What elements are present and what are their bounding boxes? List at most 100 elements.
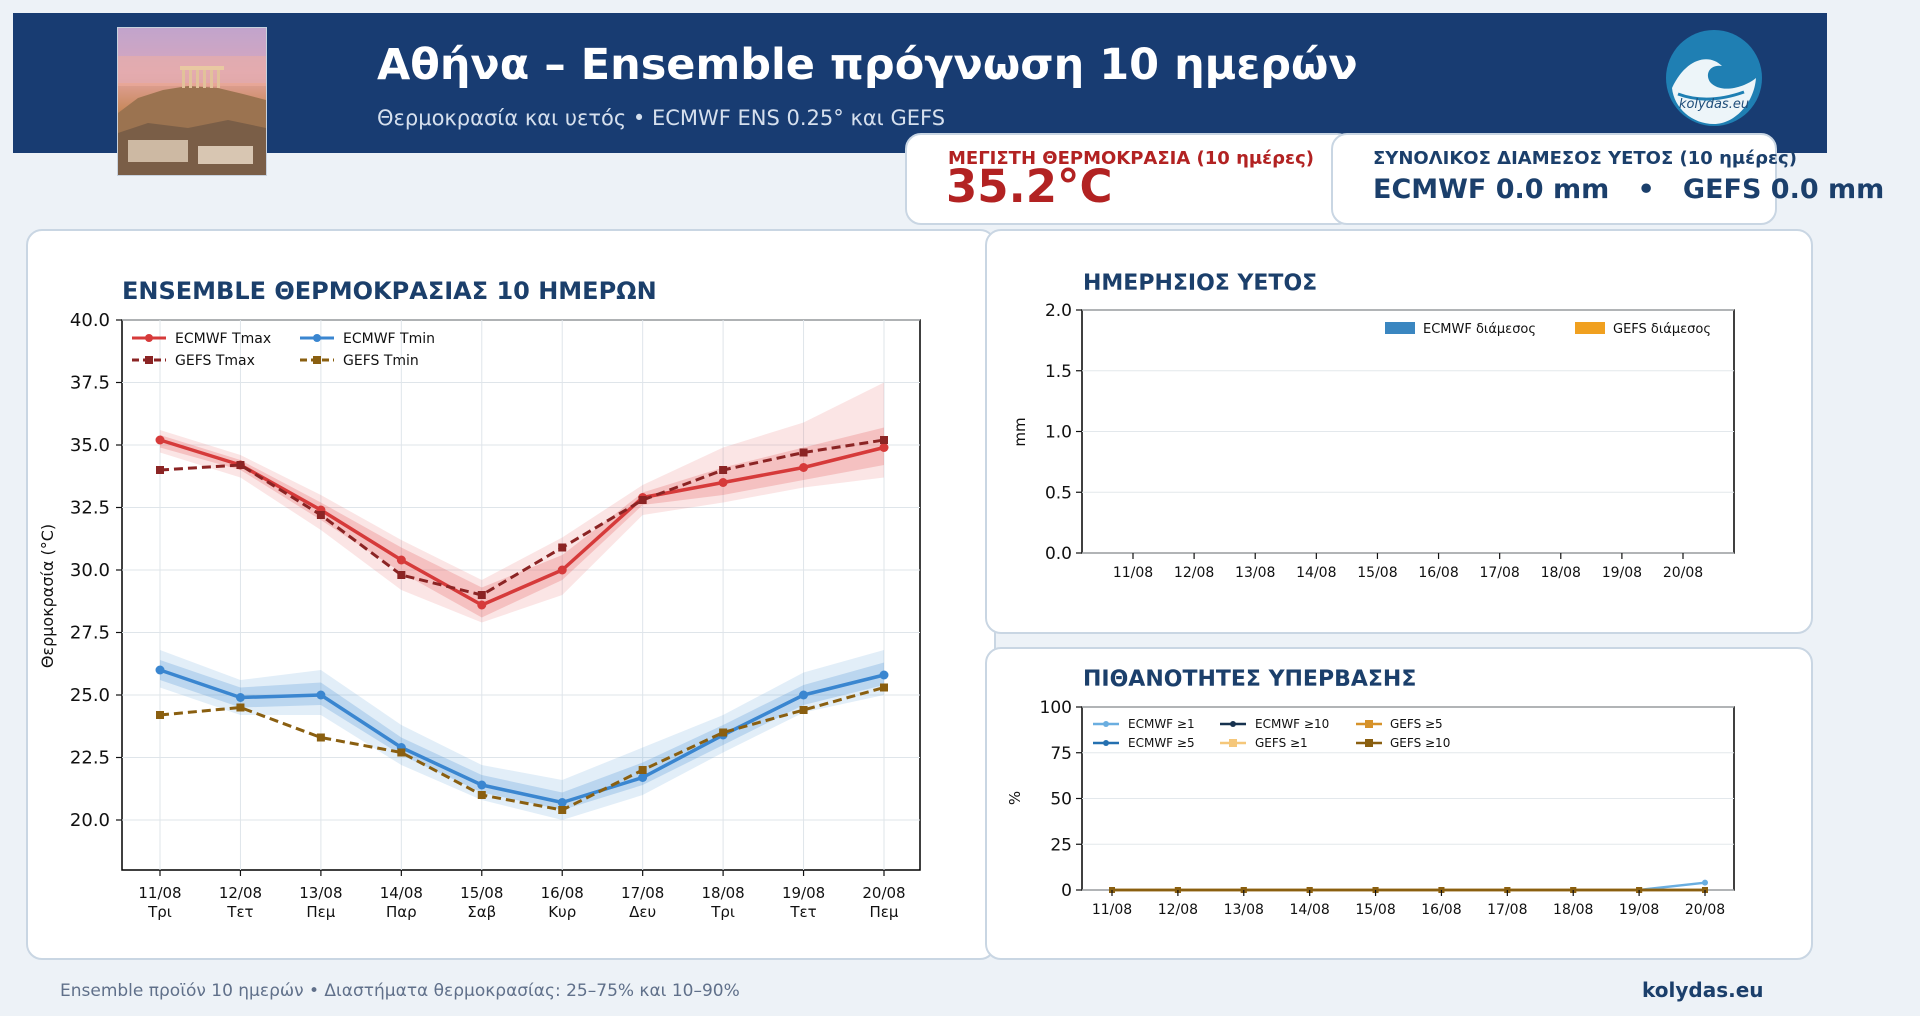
temperature-chart: 40.0 37.5 35.0 32.5 30.0 27.5 25.0 22.5 20.0 11/0…	[38, 310, 921, 921]
ecmwf-tmax-point	[718, 478, 728, 487]
probability-x-tick-label: 17/08	[1487, 902, 1527, 918]
probability-x-tick-label: 16/08	[1421, 902, 1461, 918]
rain-axes: 2.0 1.5 1.0 0.5 0.0 11/08 12/08 13/08 14/08 15/08…	[1045, 301, 1703, 581]
temperature-x-day-label: Τρι	[710, 903, 735, 921]
temperature-x-tick-label: 20/08	[862, 884, 905, 902]
rain-y-tick-label: 1.5	[1045, 362, 1072, 382]
gefs-tmin-point	[558, 806, 567, 814]
rain-x-tick-label: 16/08	[1418, 565, 1458, 581]
rain-grid	[1082, 309, 1734, 554]
ecmwf-tmin-line	[159, 668, 885, 805]
temperature-y-tick-label: 25.0	[70, 685, 110, 706]
page-subtitle: Θερμοκρασία και υετός • ECMWF ENS 0.25° …	[377, 106, 946, 130]
precip-total-card	[1331, 133, 1777, 225]
temperature-x-day-label: Δευ	[629, 903, 656, 921]
probability-x-tick-label: 13/08	[1224, 902, 1264, 918]
gefs-tmax-point	[638, 496, 647, 504]
temperature-x-tick-label: 19/08	[782, 884, 825, 902]
probability-y-tick-label: 25	[1050, 835, 1072, 855]
legend-gefs-ge1: GEFS ≥1	[1255, 736, 1308, 750]
rain-x-tick-label: 19/08	[1602, 565, 1642, 581]
rain-x-tick-label: 20/08	[1663, 565, 1703, 581]
ecmwf-tmin-point	[316, 690, 326, 700]
gefs-tmin-point	[719, 728, 728, 737]
temperature-legend: ECMWF Tmax GEFS Tmax ECMWF Tmin GEFS Tmi…	[132, 331, 435, 369]
footer-link[interactable]: kolydas.eu	[1642, 978, 1764, 1002]
legend-gefs-ge5: GEFS ≥5	[1390, 717, 1443, 731]
temperature-y-label: Θερμοκρασία (°C)	[38, 524, 57, 668]
temperature-x-day-label: Κυρ	[548, 903, 576, 921]
probability-y-tick-label: 0	[1061, 881, 1072, 901]
rain-legend: ECMWF διάμεσος GEFS διάμεσος	[1385, 322, 1711, 337]
ecmwf-tmin-point	[799, 690, 809, 700]
ecmwf-tmax-point	[799, 463, 809, 472]
gefs-tmin-point	[236, 703, 245, 712]
gefs-tmax-point	[316, 511, 325, 519]
temperature-y-tick-label: 27.5	[70, 623, 110, 644]
gefs-tmin-point	[477, 791, 486, 799]
temperature-x-tick-label: 16/08	[541, 884, 584, 902]
temperature-y-tick-label: 40.0	[70, 310, 110, 331]
kolydas-logo[interactable]: kolydas.eu	[1664, 28, 1764, 128]
page-title: Αθήνα – Ensemble πρόγνωση 10 ημερών	[377, 40, 1358, 90]
ecmwf-tmin-point	[638, 773, 648, 782]
probability-x-tick-label: 18/08	[1553, 902, 1593, 918]
temperature-x-day-label: Πεμ	[306, 903, 335, 921]
probability-x-tick-label: 15/08	[1355, 902, 1395, 918]
probability-y-tick-label: 50	[1050, 790, 1072, 810]
temperature-y-tick-label: 35.0	[70, 435, 110, 456]
probability-x-tick-label: 14/08	[1289, 902, 1329, 918]
rain-y-tick-label: 0.0	[1045, 544, 1072, 564]
gefs-tmin-point	[316, 733, 325, 742]
legend-gefs-tmin: GEFS Tmin	[343, 353, 419, 369]
gefs-tmin-point	[156, 711, 164, 719]
legend-ecmwf-ge5: ECMWF ≥5	[1128, 736, 1195, 750]
legend-ecmwf-ge10: ECMWF ≥10	[1255, 717, 1329, 731]
gefs-tmax-point	[477, 591, 486, 599]
temperature-y-tick-label: 32.5	[70, 498, 110, 519]
ecmwf-tmax-line	[159, 438, 885, 607]
probability-point	[1702, 879, 1708, 886]
probability-x-tick-label: 20/08	[1685, 902, 1725, 918]
rain-x-tick-label: 18/08	[1541, 565, 1581, 581]
gefs-tmax-point	[799, 448, 808, 457]
temperature-x-day-label: Πεμ	[870, 903, 899, 921]
rain-y-tick-label: 1.0	[1045, 423, 1072, 443]
probability-chart-title: ΠΙΘΑΝΟΤΗΤΕΣ ΥΠΕΡΒΑΣΗΣ	[1083, 667, 1417, 692]
gefs-tmax-point	[558, 543, 567, 552]
probability-x-tick-label: 11/08	[1092, 902, 1132, 918]
ecmwf-tmax-point	[477, 600, 487, 610]
temperature-x-tick-label: 12/08	[219, 884, 262, 902]
temperature-plot-area	[121, 319, 921, 871]
rain-y-tick-label: 0.5	[1045, 483, 1072, 503]
temperature-chart-title: ENSEMBLE ΘΕΡΜΟΚΡΑΣΙΑΣ 10 ΗΜΕΡΩΝ	[122, 277, 657, 305]
gefs-tmin-point	[799, 706, 808, 714]
gefs-tmax-line	[159, 438, 885, 597]
probability-axes: 100 75 50 25 0 11/08 12/08 13/08 14/08 15/08 16/08…	[1040, 698, 1726, 918]
ecmwf-tmax-point	[879, 443, 889, 452]
ecmwf-tmin-point	[155, 665, 165, 675]
legend-ecmwf-median: ECMWF διάμεσος	[1423, 322, 1536, 337]
footer-note: Ensemble προϊόν 10 ημερών • Διαστήματα θ…	[60, 981, 740, 1001]
gefs-tmin-point	[397, 748, 406, 757]
ecmwf-tmin-band-25-75	[160, 660, 884, 810]
legend-gefs-tmax: GEFS Tmax	[175, 353, 255, 369]
ecmwf-tmin-point	[235, 693, 245, 702]
gefs-tmax-point	[236, 461, 245, 469]
temperature-x-tick-label: 14/08	[380, 884, 423, 902]
legend-ecmwf-ge1: ECMWF ≥1	[1128, 717, 1195, 731]
temperature-x-day-label: Τρι	[147, 903, 172, 921]
probability-chart: 100 75 50 25 0 11/08 12/08 13/08 14/08 15/08 16/08…	[1006, 698, 1735, 918]
max-temp-label: ΜΕΓΙΣΤΗ ΘΕΡΜΟΚΡΑΣΙΑ (10 ημέρες)	[948, 148, 1314, 169]
rain-x-tick-label: 14/08	[1296, 565, 1336, 581]
logo-text: kolydas.eu	[1679, 97, 1749, 112]
temperature-x-day-label: Παρ	[386, 903, 417, 921]
gefs-tmax-point	[880, 436, 888, 444]
gefs-tmax-point	[156, 466, 164, 474]
athens-photo	[117, 27, 267, 176]
rain-x-tick-label: 15/08	[1357, 565, 1397, 581]
probability-legend: ECMWF ≥1 ECMWF ≥5 ECMWF ≥10 GEFS ≥1 GEFS…	[1093, 717, 1450, 750]
temperature-grid	[122, 319, 920, 870]
temperature-y-tick-label: 20.0	[70, 810, 110, 831]
